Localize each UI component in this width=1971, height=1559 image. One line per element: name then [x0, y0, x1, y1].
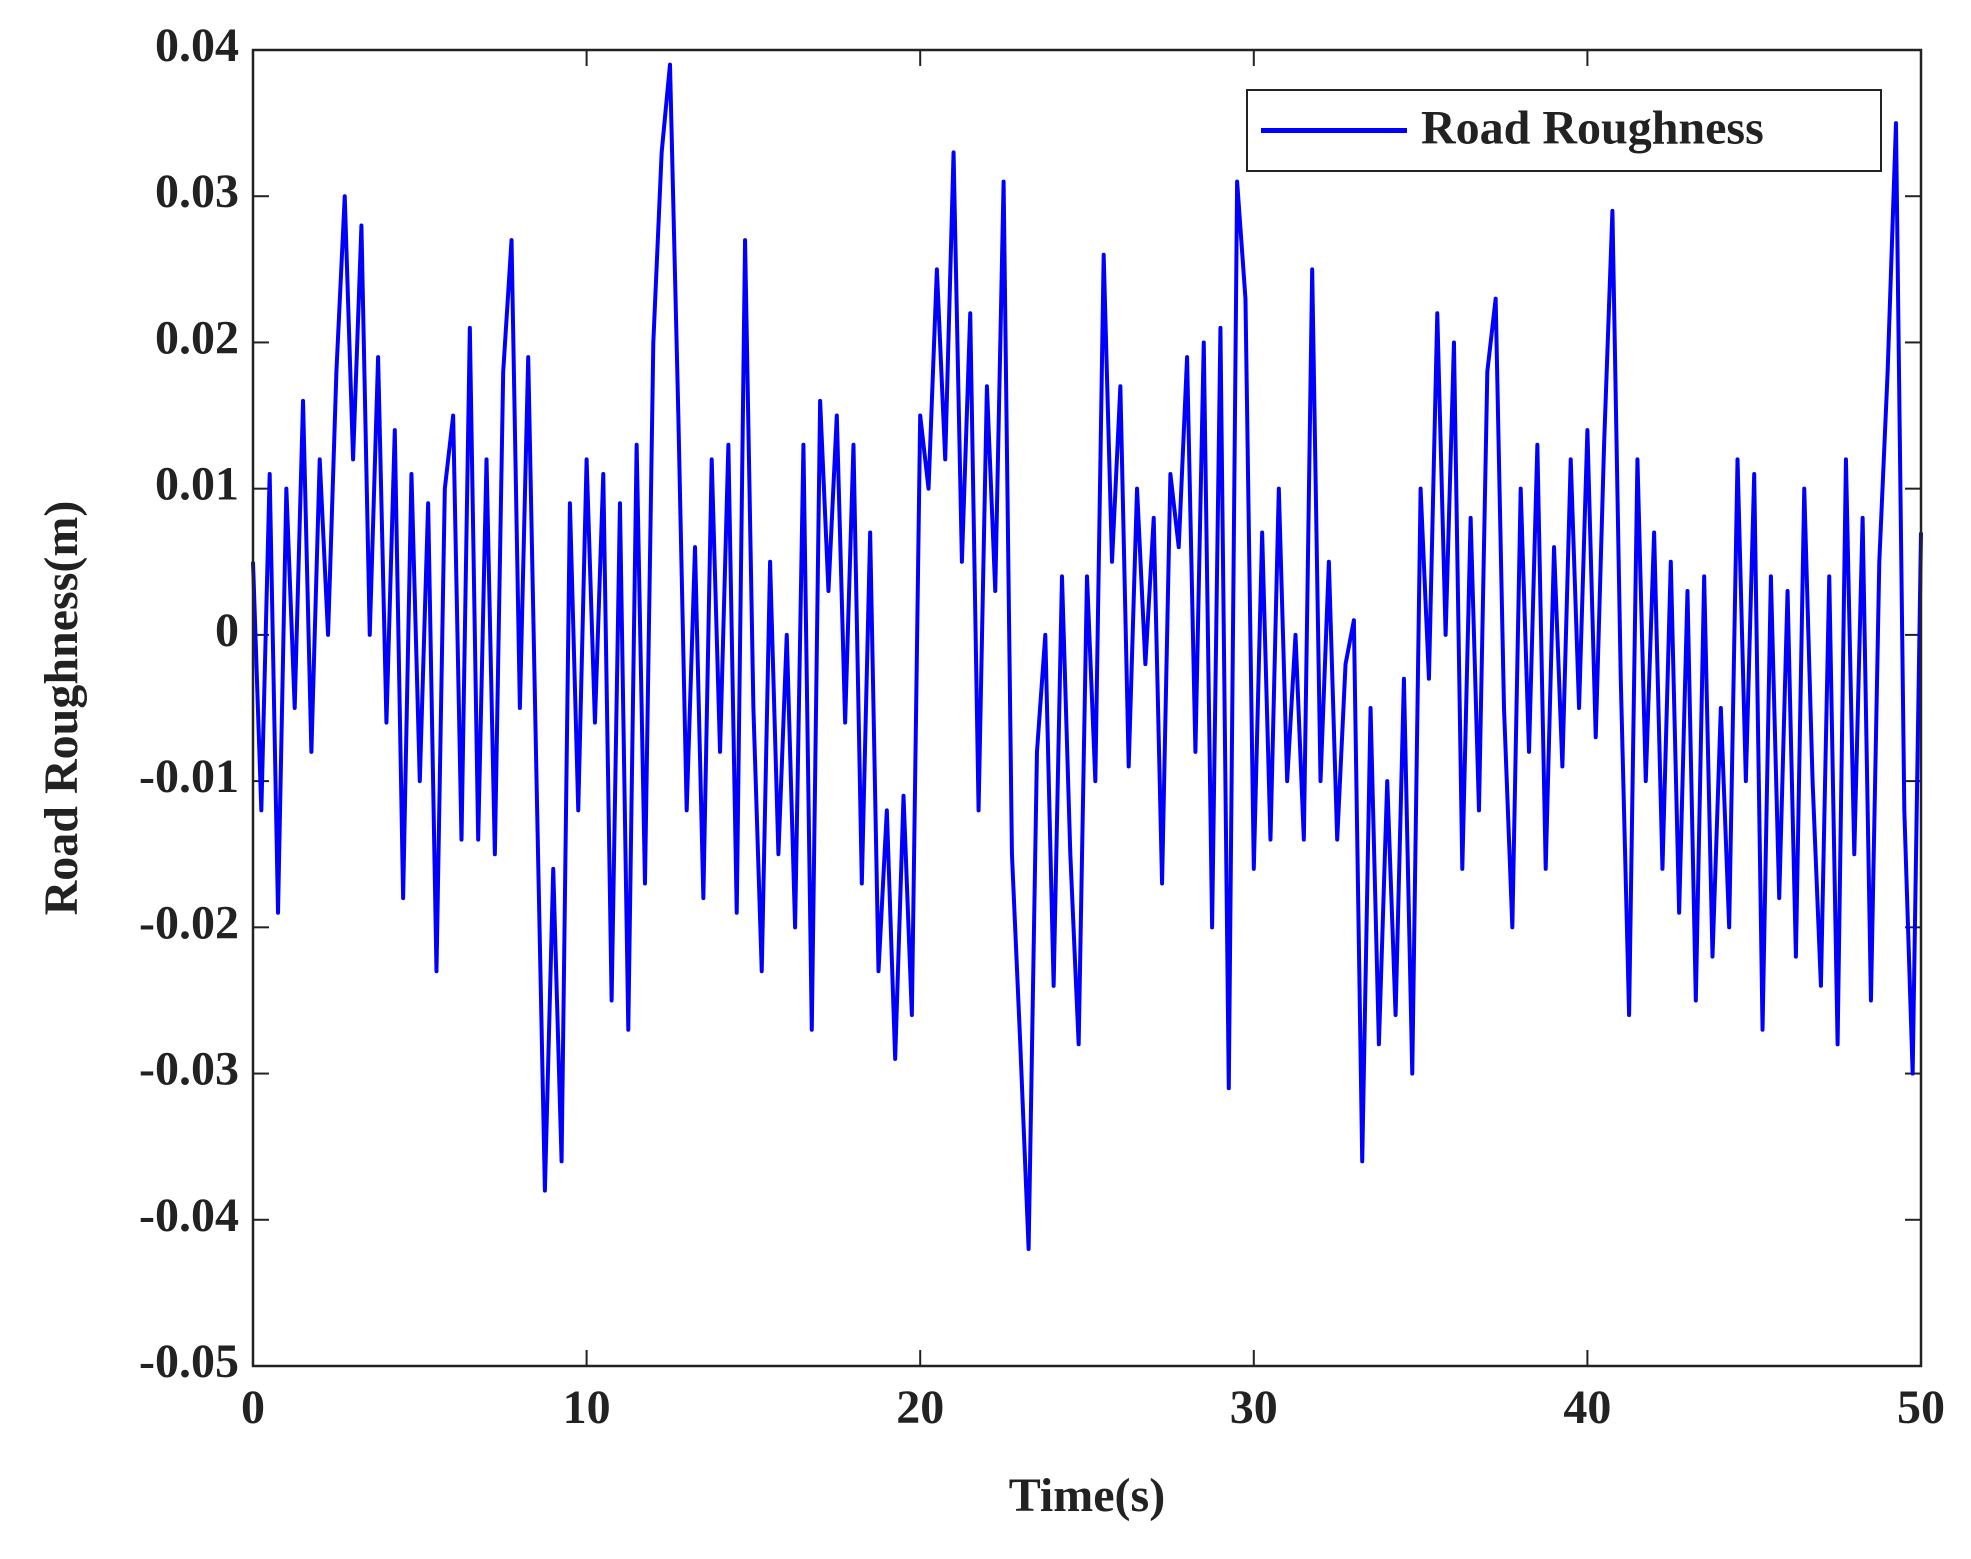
plot-frame	[251, 48, 1923, 1368]
y-tick-label: -0.03	[139, 1043, 239, 1096]
x-tick-label: 30	[1230, 1381, 1278, 1434]
y-tick-label: -0.05	[139, 1335, 239, 1388]
x-tick-label: 0	[241, 1381, 265, 1434]
y-tick-label: -0.04	[139, 1189, 239, 1242]
y-tick-label: 0.04	[155, 19, 239, 72]
legend-label: Road Roughness	[1421, 102, 1764, 155]
y-tick-label: 0.01	[155, 458, 239, 511]
x-tick-label: 40	[1563, 1381, 1611, 1434]
y-tick-label: 0.03	[155, 165, 239, 218]
y-tick-label: -0.02	[139, 896, 239, 949]
y-tick-label: 0.02	[155, 311, 239, 364]
x-axis-label: Time(s)	[1009, 1469, 1165, 1522]
x-tick-label: 20	[896, 1381, 944, 1434]
x-tick-label: 10	[563, 1381, 611, 1434]
x-tick-label: 50	[1897, 1381, 1945, 1434]
y-tick-label: 0	[215, 604, 239, 657]
y-tick-label: -0.01	[139, 750, 239, 803]
data-line	[251, 62, 1923, 1252]
y-axis-label: Road Roughness(m)	[35, 501, 88, 916]
